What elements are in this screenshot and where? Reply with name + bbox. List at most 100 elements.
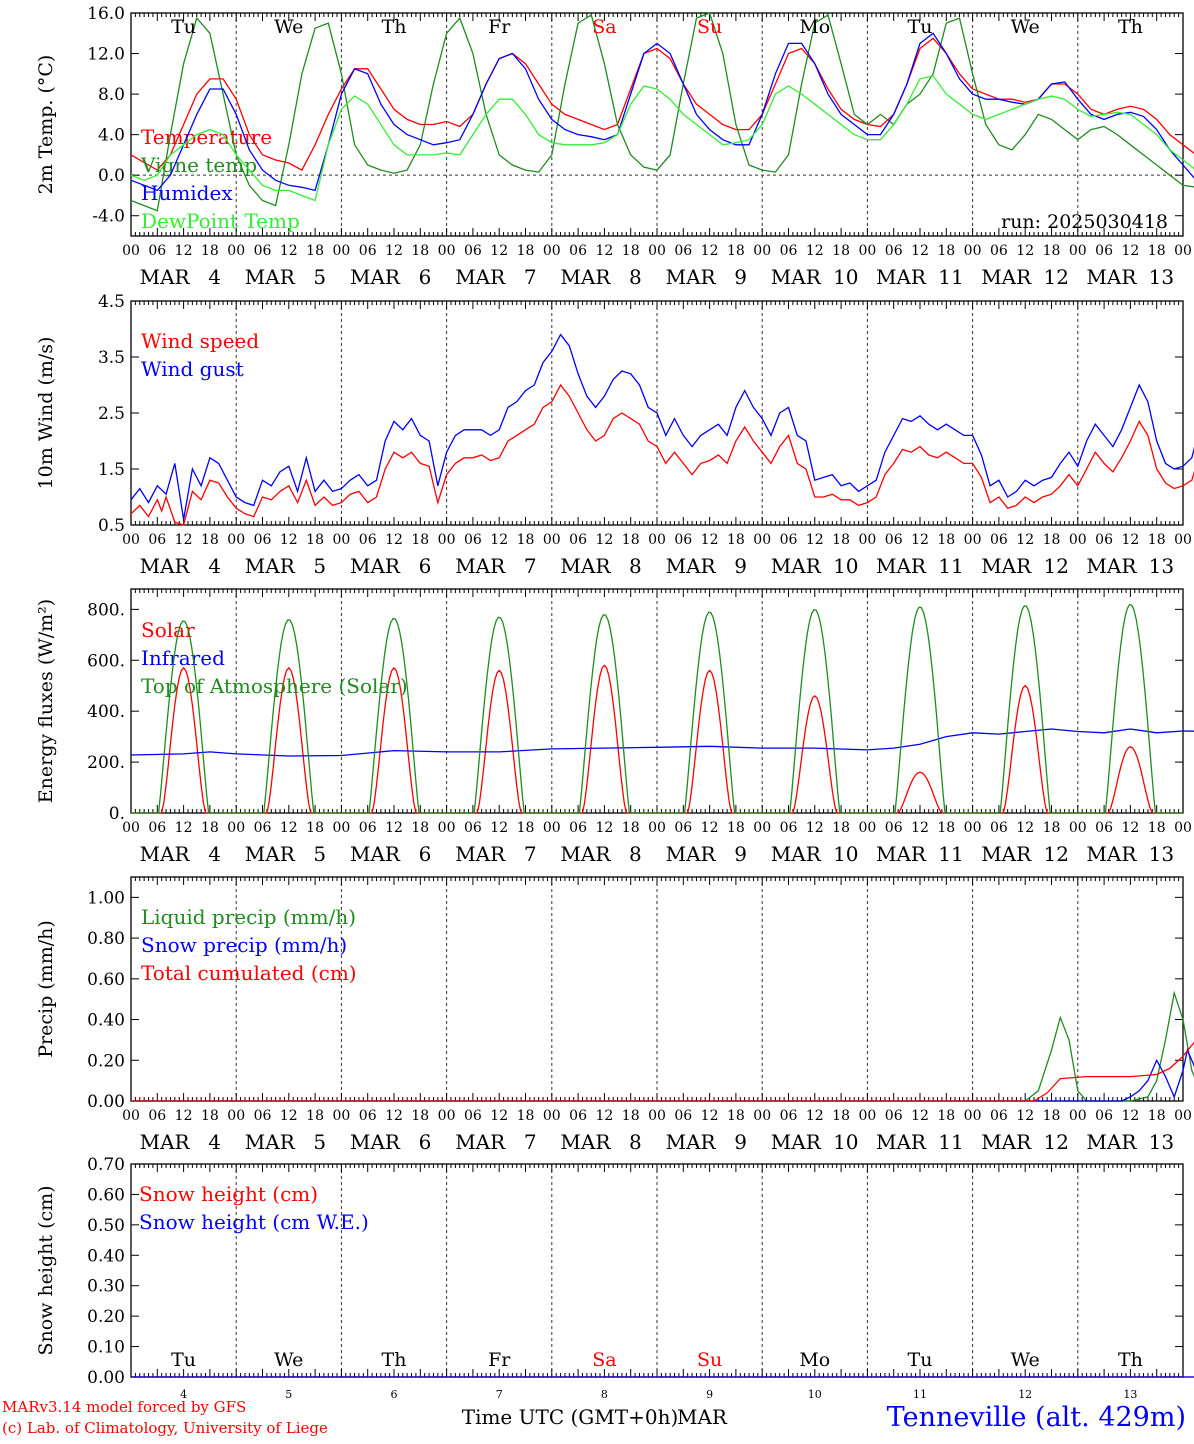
x-hour-label: 18: [727, 1108, 745, 1124]
x-hour-label: 06: [1095, 820, 1113, 836]
x-month-label: MAR: [350, 842, 401, 866]
x-hour-label: 00: [332, 532, 350, 548]
x-hour-label: 12: [175, 532, 193, 548]
x-hour-label: 06: [674, 1108, 692, 1124]
x-month-label: MAR: [876, 554, 927, 578]
x-hour-label: 06: [1095, 1108, 1113, 1124]
legend-series-snow-height-cm: Snow height (cm): [139, 1182, 318, 1206]
x-day-label: 8: [629, 1130, 642, 1154]
lab-credit: (c) Lab. of Climatology, University of L…: [2, 1419, 328, 1437]
legend-series-snow-precip-mm-h: Snow precip (mm/h): [141, 933, 347, 957]
x-hour-label: 12: [701, 1108, 719, 1124]
x-hour-label: 00: [438, 532, 456, 548]
bottom-day-number: 7: [496, 1388, 503, 1401]
weekday-label-bottom: Su: [697, 1349, 722, 1371]
y-tick-label: 12.0: [87, 45, 125, 65]
x-hour-label: 06: [885, 532, 903, 548]
x-hour-label: 06: [359, 532, 377, 548]
x-hour-label: 06: [674, 820, 692, 836]
x-hour-label: 06: [464, 532, 482, 548]
weekday-label-bottom: We: [1011, 1349, 1040, 1371]
x-month-label: MAR: [350, 265, 401, 289]
weekday-label-bottom: Tu: [171, 1349, 196, 1371]
x-hour-label: 00: [227, 532, 245, 548]
x-hour-label: 18: [306, 1108, 324, 1124]
x-hour-label: 12: [595, 1108, 613, 1124]
x-hour-label: 06: [569, 243, 587, 259]
x-hour-label: 18: [201, 243, 219, 259]
y-tick-label: 1.5: [98, 460, 125, 480]
x-hour-label: 12: [385, 820, 403, 836]
x-hour-label: 12: [806, 243, 824, 259]
x-hour-label: 00: [438, 243, 456, 259]
x-day-label: 5: [313, 265, 326, 289]
y-tick-label: 0.60: [87, 1185, 125, 1205]
x-hour-label: 18: [1148, 532, 1166, 548]
x-hour-label: 00: [753, 1108, 771, 1124]
x-month-label: MAR: [455, 842, 506, 866]
x-day-label: 9: [734, 554, 747, 578]
x-hour-label: 18: [727, 243, 745, 259]
x-month-label: MAR: [771, 1130, 822, 1154]
x-hour-label: 00: [753, 820, 771, 836]
x-hour-label: 00: [648, 243, 666, 259]
x-month-label: MAR: [1086, 554, 1137, 578]
y-tick-label: 0.40: [87, 1246, 125, 1266]
x-day-label: 7: [524, 1130, 537, 1154]
x-day-label: 7: [524, 554, 537, 578]
x-hour-label: 18: [411, 532, 429, 548]
bottom-day-number: 11: [913, 1388, 927, 1401]
x-hour-label: 06: [674, 532, 692, 548]
x-month-label: MAR: [245, 1130, 296, 1154]
x-hour-label: 12: [911, 532, 929, 548]
series-infrared: [130, 728, 1194, 757]
x-hour-label: 06: [148, 532, 166, 548]
x-hour-label: 12: [1016, 532, 1034, 548]
y-tick-label: 0.60: [87, 970, 125, 990]
x-hour-label: 12: [595, 532, 613, 548]
x-hour-label: 00: [227, 1108, 245, 1124]
x-month-label: MAR: [140, 554, 191, 578]
x-month-label: MAR: [455, 1130, 506, 1154]
y-tick-label: 0.00: [87, 1368, 125, 1388]
model-credit: MARv3.14 model forced by GFS: [2, 1398, 247, 1416]
x-month-label: MAR: [140, 1130, 191, 1154]
x-hour-label: 18: [832, 820, 850, 836]
x-hour-label: 06: [464, 820, 482, 836]
y-tick-label: 0.40: [87, 1011, 125, 1031]
x-day-label: 9: [734, 842, 747, 866]
x-month-label: MAR: [876, 265, 927, 289]
bottom-day-number: 4: [180, 1388, 187, 1401]
y-tick-label: 600.: [87, 651, 125, 671]
x-hour-label: 12: [280, 243, 298, 259]
x-hour-label: 06: [674, 243, 692, 259]
x-hour-label: 18: [306, 820, 324, 836]
weekday-label-top: Su: [697, 16, 722, 38]
x-hour-label: 18: [411, 1108, 429, 1124]
bottom-day-number: 8: [601, 1388, 608, 1401]
station-title: Tenneville (alt. 429m): [886, 1402, 1186, 1433]
x-hour-label: 12: [385, 532, 403, 548]
x-hour-label: 06: [464, 243, 482, 259]
x-hour-label: 12: [595, 820, 613, 836]
x-day-label: 12: [1043, 265, 1068, 289]
x-hour-label: 06: [148, 1108, 166, 1124]
x-hour-label: 18: [1043, 243, 1061, 259]
y-tick-label: 1.00: [87, 888, 125, 908]
y-tick-label: 4.0: [98, 126, 125, 146]
x-hour-label: 12: [806, 1108, 824, 1124]
x-hour-label: 12: [1121, 243, 1139, 259]
weekday-label-bottom: Tu: [908, 1349, 933, 1371]
x-hour-label: 06: [359, 243, 377, 259]
x-month-label: MAR: [666, 265, 717, 289]
x-hour-label: 12: [1016, 820, 1034, 836]
legend-series-top-of-atmosphere-solar: Top of Atmosphere (Solar): [141, 674, 408, 698]
x-hour-label: 00: [858, 532, 876, 548]
x-day-label: 12: [1043, 1130, 1068, 1154]
x-hour-label: 00: [543, 1108, 561, 1124]
x-day-label: 6: [419, 554, 432, 578]
x-hour-label: 12: [1016, 1108, 1034, 1124]
x-hour-label: 12: [280, 532, 298, 548]
x-hour-label: 00: [1174, 820, 1192, 836]
